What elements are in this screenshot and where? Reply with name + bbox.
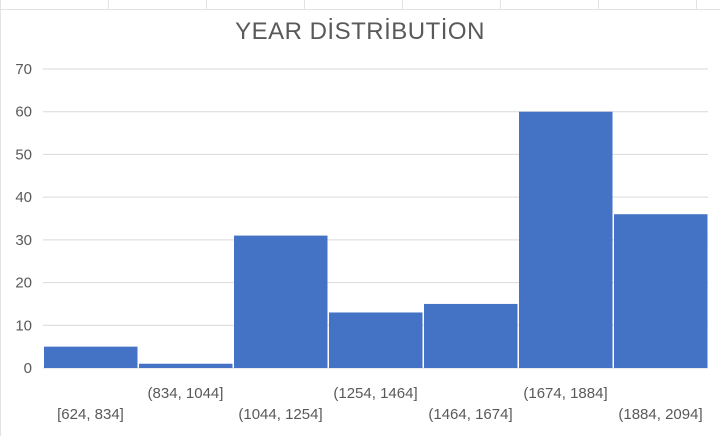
y-tick-label: 60	[15, 104, 32, 121]
y-tick-label: 40	[15, 189, 32, 206]
x-tick-label: (1254, 1464]	[333, 385, 417, 402]
y-tick-label: 20	[15, 275, 32, 292]
y-tick-label: 0	[24, 360, 32, 377]
x-tick-label: [624, 834]	[57, 406, 124, 423]
bar	[44, 346, 138, 368]
bar	[329, 312, 423, 368]
y-tick-label: 50	[15, 146, 32, 163]
y-tick-label: 30	[15, 232, 32, 249]
y-tick-label: 70	[15, 61, 32, 78]
spreadsheet-cell-strip	[0, 0, 720, 10]
bar	[614, 214, 708, 368]
y-tick-label: 10	[15, 317, 32, 334]
bar	[139, 363, 233, 368]
bar	[424, 303, 518, 368]
x-axis-ticks: [624, 834] (834, 1044] (1044, 1254] (1254, …	[57, 385, 702, 423]
chart-left-border	[0, 0, 1, 436]
bar	[519, 111, 613, 368]
bar	[234, 235, 328, 368]
bars	[44, 111, 708, 368]
x-tick-label: (1884, 2094]	[618, 406, 702, 423]
y-axis-ticks: 0 10 20 30 40 50 60 70	[15, 61, 32, 377]
x-tick-label: (1674, 1884]	[523, 385, 607, 402]
x-tick-label: (1464, 1674]	[428, 406, 512, 423]
chart-title: YEAR DİSTRİBUTİON	[235, 18, 485, 45]
x-tick-label: (1044, 1254]	[238, 406, 322, 423]
x-tick-label: (834, 1044]	[148, 385, 224, 402]
